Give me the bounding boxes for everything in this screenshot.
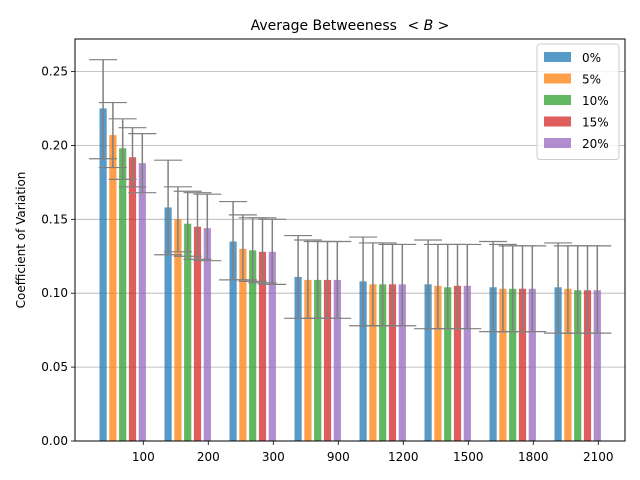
legend-label: 20% bbox=[582, 137, 609, 151]
bar bbox=[323, 279, 332, 441]
bar bbox=[528, 288, 536, 441]
bar bbox=[128, 157, 137, 441]
bar bbox=[314, 279, 322, 441]
bar bbox=[379, 284, 387, 441]
legend-swatch bbox=[544, 52, 571, 62]
bar bbox=[229, 241, 237, 441]
bar bbox=[333, 279, 341, 441]
bar bbox=[453, 285, 462, 441]
bar bbox=[499, 288, 507, 441]
legend-label: 0% bbox=[582, 51, 601, 65]
bar bbox=[193, 226, 202, 441]
x-tick-label: 1800 bbox=[518, 450, 549, 464]
bar bbox=[304, 279, 312, 441]
bar bbox=[444, 287, 452, 441]
bar bbox=[99, 108, 107, 442]
bar bbox=[119, 148, 127, 441]
bars bbox=[99, 108, 601, 442]
plot-frame bbox=[74, 38, 626, 442]
bar bbox=[583, 290, 592, 441]
x-tick-label: 1500 bbox=[453, 450, 484, 464]
x-tick-label: 900 bbox=[327, 450, 350, 464]
y-tick-label: 0.15 bbox=[41, 212, 68, 226]
bar bbox=[359, 281, 367, 441]
legend-swatch bbox=[544, 95, 571, 105]
y-tick-label: 0.10 bbox=[41, 286, 68, 300]
x-tick-label: 2100 bbox=[583, 450, 614, 464]
legend: 0% 5% 10% 15% 20% bbox=[536, 43, 620, 160]
bar bbox=[258, 251, 267, 441]
bar bbox=[489, 287, 497, 441]
legend-swatch bbox=[544, 73, 571, 84]
x-axis: 100 200 300 900 1200 1500 1800 2100 bbox=[132, 441, 614, 464]
bar bbox=[593, 290, 601, 441]
bar bbox=[463, 285, 471, 441]
chart-title: Average Betweeness < B > bbox=[251, 18, 450, 34]
error-bars bbox=[89, 59, 612, 334]
bar bbox=[398, 284, 406, 441]
legend-box bbox=[536, 43, 620, 160]
bar bbox=[184, 223, 192, 441]
legend-label: 5% bbox=[582, 73, 601, 87]
legend-swatch bbox=[544, 116, 571, 127]
bar bbox=[554, 287, 562, 441]
x-tick-label: 1200 bbox=[388, 450, 419, 464]
bar bbox=[294, 276, 302, 441]
bar bbox=[109, 135, 117, 442]
bar bbox=[249, 250, 257, 441]
x-tick-label: 200 bbox=[197, 450, 220, 464]
bar bbox=[369, 284, 377, 441]
y-tick-label: 0.05 bbox=[41, 360, 68, 374]
legend-label: 15% bbox=[582, 116, 609, 130]
y-tick-label: 0.20 bbox=[41, 138, 68, 152]
bar bbox=[424, 284, 432, 441]
legend-label: 10% bbox=[582, 94, 609, 108]
bar bbox=[574, 290, 582, 441]
bar bbox=[268, 251, 276, 441]
legend-swatch bbox=[544, 138, 571, 148]
bar bbox=[564, 288, 572, 441]
chart-title-text: Average Betweeness bbox=[251, 18, 397, 34]
y-axis: 0.00 0.05 0.10 0.15 0.20 0.25 bbox=[41, 65, 75, 448]
y-axis-label: Coefficient of Variation bbox=[14, 172, 28, 309]
bar bbox=[509, 288, 517, 441]
x-tick-label: 100 bbox=[132, 450, 155, 464]
bar bbox=[174, 219, 182, 441]
bar bbox=[239, 248, 247, 441]
bar bbox=[164, 207, 172, 441]
bar bbox=[203, 228, 211, 441]
bar bbox=[138, 163, 146, 441]
chart-title-math: < B > bbox=[407, 18, 449, 34]
x-tick-label: 300 bbox=[262, 450, 285, 464]
bar bbox=[518, 288, 527, 441]
y-tick-label: 0.00 bbox=[41, 434, 68, 448]
bar bbox=[388, 284, 397, 441]
y-tick-label: 0.25 bbox=[41, 65, 68, 79]
bar bbox=[434, 285, 442, 441]
